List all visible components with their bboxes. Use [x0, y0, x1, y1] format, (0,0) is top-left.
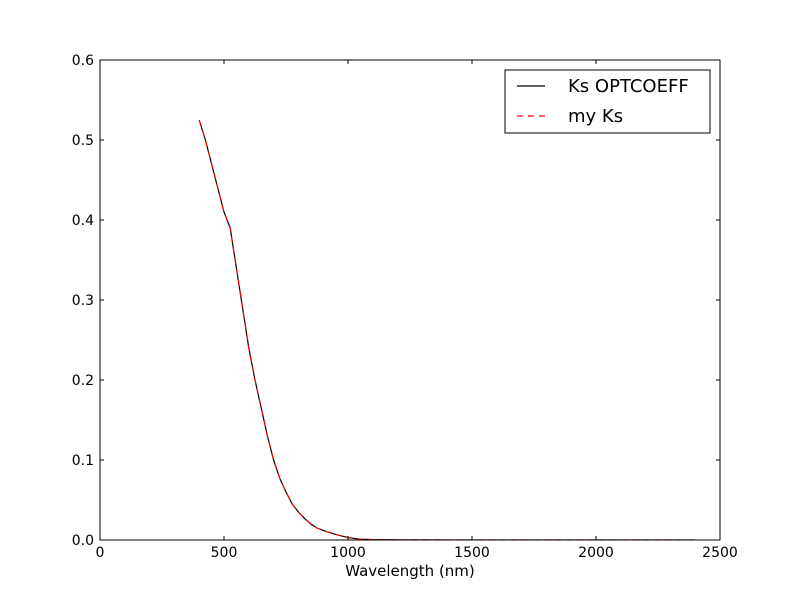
y-tick-label: 0.1 — [72, 453, 94, 469]
y-tick-label: 0.4 — [72, 213, 94, 229]
x-tick-label: 2000 — [578, 545, 614, 561]
plot-area — [100, 60, 720, 540]
x-tick-label: 1500 — [454, 545, 490, 561]
ticks-layer: 0 500 1000 1500 2000 2500 0.0 0.1 0.2 0.3 0.4 0.5 0.… — [72, 53, 738, 561]
legend: Ks OPTCOEFF my Ks — [504, 69, 711, 134]
x-tick-label: 1000 — [330, 545, 366, 561]
legend-label-ks-optcoeff: Ks OPTCOEFF — [568, 76, 689, 97]
legend-label-my-ks: my Ks — [568, 106, 623, 127]
y-tick-label: 0.0 — [72, 533, 94, 549]
y-tick-label: 0.5 — [72, 133, 94, 149]
x-tick-label: 2500 — [702, 545, 738, 561]
x-tick-label: 500 — [211, 545, 238, 561]
y-tick-label: 0.2 — [72, 373, 94, 389]
y-tick-label: 0.3 — [72, 293, 94, 309]
y-tick-label: 0.6 — [72, 53, 94, 69]
x-tick-label: 0 — [96, 545, 105, 561]
legend-box — [504, 69, 711, 134]
x-axis-label: Wavelength (nm) — [345, 562, 475, 580]
series-line-my-ks — [198, 119, 696, 541]
